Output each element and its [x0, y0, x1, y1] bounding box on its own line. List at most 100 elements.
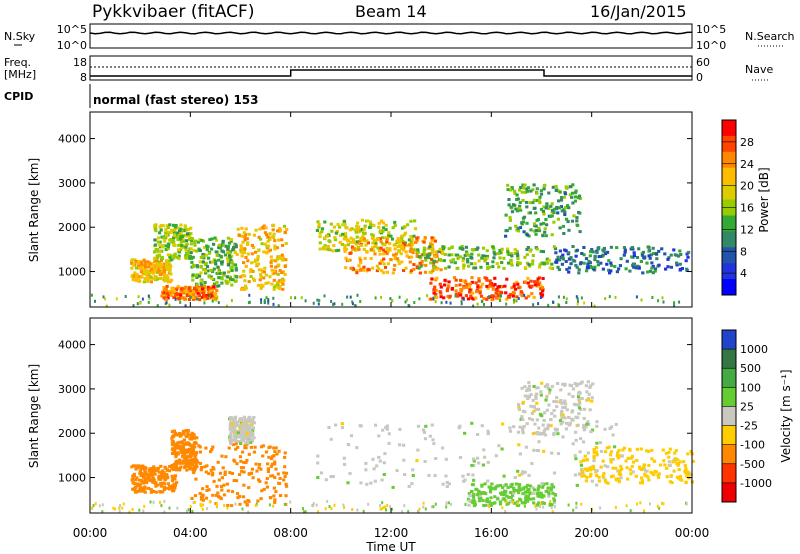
heatmap-cell — [179, 447, 183, 451]
heatmap-cell — [195, 458, 199, 462]
heatmap-cell — [183, 442, 187, 446]
ground-scatter-cell — [230, 299, 233, 302]
heatmap-cell — [191, 445, 195, 449]
heatmap-cell — [165, 292, 169, 295]
heatmap-cell — [169, 230, 173, 234]
heatmap-cell — [609, 269, 613, 273]
heatmap-cell — [506, 183, 510, 187]
heatmap-cell — [354, 230, 358, 234]
heatmap-cell — [466, 260, 470, 264]
heatmap-cell — [372, 224, 376, 228]
heatmap-cell — [595, 474, 599, 477]
heatmap-cell — [234, 447, 238, 451]
heatmap-cell — [343, 223, 347, 227]
heatmap-cell — [522, 486, 526, 490]
heatmap-cell — [193, 445, 197, 449]
heatmap-cell — [472, 464, 476, 467]
heatmap-cell — [614, 422, 618, 426]
heatmap-cell — [320, 227, 325, 231]
heatmap-cell — [577, 210, 581, 214]
heatmap-cell — [431, 269, 435, 273]
heatmap-cell — [173, 486, 177, 490]
heatmap-cell — [161, 224, 165, 228]
heatmap-cell — [650, 448, 654, 452]
heatmap-cell — [149, 275, 153, 279]
heatmap-cell — [373, 239, 377, 243]
ground-scatter-cell — [576, 302, 579, 306]
heatmap-cell — [493, 283, 497, 286]
ground-scatter-cell — [404, 300, 407, 304]
heatmap-cell — [318, 247, 322, 251]
heatmap-cell — [363, 231, 367, 235]
ground-scatter-cell — [422, 501, 425, 505]
heatmap-cell — [330, 229, 334, 233]
heatmap-cell — [342, 219, 346, 223]
ground-scatter-cell — [226, 304, 228, 308]
heatmap-cell — [496, 293, 500, 297]
heatmap-cell — [260, 445, 264, 449]
heatmap-cell — [242, 419, 246, 423]
heatmap-cell — [470, 421, 474, 425]
heatmap-cell — [534, 394, 538, 398]
heatmap-cell — [456, 266, 460, 270]
heatmap-cell — [150, 267, 154, 271]
heatmap-cell — [240, 417, 244, 421]
heatmap-cell — [508, 218, 512, 222]
ground-scatter-cell — [544, 501, 546, 505]
heatmap-cell — [385, 240, 389, 244]
heatmap-cell — [521, 426, 525, 430]
heatmap-cell — [183, 464, 187, 468]
heatmap-cell — [522, 230, 526, 234]
heatmap-cell — [262, 487, 266, 491]
heatmap-cell — [470, 296, 474, 300]
ground-scatter-cell — [407, 510, 410, 514]
ground-scatter-cell — [124, 295, 127, 298]
heatmap-cell — [567, 228, 571, 232]
heatmap-cell — [176, 451, 180, 455]
heatmap-cell — [173, 452, 178, 456]
heatmap-cell — [511, 493, 515, 497]
heatmap-cell — [567, 270, 571, 274]
ground-scatter-cell — [185, 509, 188, 513]
heatmap-cell — [165, 289, 169, 293]
heatmap-cell — [247, 430, 251, 434]
heatmap-cell — [618, 468, 622, 472]
heatmap-cell — [381, 242, 385, 246]
heatmap-cell — [417, 266, 421, 270]
heatmap-cell — [253, 445, 257, 449]
cpid-text: normal (fast stereo) 153 — [93, 93, 259, 107]
heatmap-cell — [427, 256, 431, 260]
heatmap-cell — [257, 249, 261, 253]
heatmap-cell — [355, 247, 359, 251]
ground-scatter-cell — [515, 299, 518, 303]
heatmap-cell — [595, 483, 599, 487]
heatmap-cell — [673, 253, 677, 257]
heatmap-cell — [212, 479, 216, 483]
heatmap-cell — [194, 464, 198, 468]
heatmap-cell — [344, 256, 348, 260]
heatmap-cell — [178, 229, 182, 233]
heatmap-cell — [378, 252, 382, 256]
heatmap-cell — [544, 489, 548, 493]
ground-scatter-cell — [532, 303, 535, 307]
heatmap-cell — [515, 503, 519, 507]
heatmap-cell — [284, 242, 288, 245]
heatmap-cell — [359, 261, 363, 265]
heatmap-cell — [525, 205, 529, 209]
heatmap-cell — [509, 259, 513, 263]
heatmap-cell — [164, 248, 168, 251]
heatmap-cell — [540, 381, 544, 385]
ground-scatter-cell — [351, 508, 354, 511]
heatmap-cell — [285, 484, 289, 488]
heatmap-cell — [273, 500, 277, 504]
heatmap-cell — [563, 383, 567, 387]
heatmap-cell — [541, 423, 545, 427]
colorbar-tick-label: -100 — [740, 439, 765, 452]
heatmap-cell — [461, 474, 465, 478]
heatmap-cell — [647, 464, 651, 467]
ground-scatter-cell — [445, 501, 448, 505]
heatmap-cell — [190, 237, 194, 241]
heatmap-cell — [486, 286, 490, 290]
ground-scatter-cell — [330, 300, 333, 303]
heatmap-cell — [667, 256, 671, 260]
